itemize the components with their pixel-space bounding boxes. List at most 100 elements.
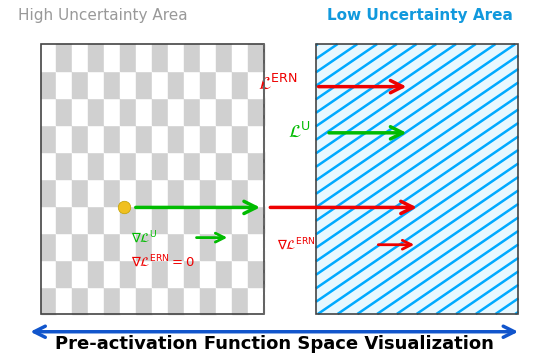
Bar [168,287,184,314]
Bar [184,179,200,206]
Bar [200,44,216,71]
Bar [232,206,248,233]
Bar [57,125,72,152]
Bar [88,233,104,260]
Bar [168,260,184,287]
Bar [104,98,120,125]
Bar [152,44,168,71]
Bar [40,125,57,152]
Bar [184,260,200,287]
Bar [152,125,168,152]
Bar [168,71,184,98]
Bar [200,179,216,206]
Bar [216,71,232,98]
Bar [40,152,57,179]
Bar [152,179,168,206]
Bar [104,71,120,98]
Text: $\nabla\mathcal{L}^{\rm U}$: $\nabla\mathcal{L}^{\rm U}$ [132,229,158,246]
Bar [184,98,200,125]
Bar [232,233,248,260]
Bar [104,260,120,287]
Bar [40,71,57,98]
Bar [216,233,232,260]
Bar [57,206,72,233]
Bar [152,98,168,125]
Bar [40,179,57,206]
Bar [136,206,152,233]
Bar [248,233,264,260]
Bar [184,44,200,71]
Bar [120,260,136,287]
Bar [72,179,88,206]
Bar [184,287,200,314]
Bar [216,287,232,314]
Bar [40,98,57,125]
Bar [168,44,184,71]
Bar [120,152,136,179]
Text: Low Uncertainty Area: Low Uncertainty Area [327,8,512,23]
Bar [136,98,152,125]
Bar [40,44,264,314]
Bar [88,125,104,152]
Bar [200,71,216,98]
Bar [232,260,248,287]
Bar [120,179,136,206]
Bar [184,233,200,260]
Bar [184,125,200,152]
Bar [120,233,136,260]
Bar [216,152,232,179]
Bar [72,233,88,260]
Bar [200,206,216,233]
Bar [232,98,248,125]
Bar [104,44,120,71]
Bar [248,287,264,314]
Bar [120,71,136,98]
Bar [248,260,264,287]
Bar [120,44,136,71]
Bar [316,44,518,314]
Bar [200,287,216,314]
Bar [216,179,232,206]
Bar [88,71,104,98]
Bar [72,287,88,314]
Bar [316,44,518,314]
Bar [40,44,57,71]
Bar [200,152,216,179]
Bar [72,125,88,152]
Bar [136,125,152,152]
Bar [136,179,152,206]
Bar [40,206,57,233]
Bar [136,260,152,287]
Bar [57,71,72,98]
Bar [168,233,184,260]
Bar [232,152,248,179]
Bar [232,179,248,206]
Bar [57,260,72,287]
Bar [152,287,168,314]
Bar [120,98,136,125]
Bar [152,233,168,260]
Bar [168,152,184,179]
Bar [168,179,184,206]
Bar [72,152,88,179]
Bar [57,152,72,179]
Bar [88,152,104,179]
Bar [168,206,184,233]
Bar [104,179,120,206]
Bar [152,206,168,233]
Bar [120,287,136,314]
Bar [40,260,57,287]
Text: $\nabla\mathcal{L}^{\rm ERN}=0$: $\nabla\mathcal{L}^{\rm ERN}=0$ [132,255,195,271]
Text: High Uncertainty Area: High Uncertainty Area [18,8,188,23]
Bar [72,71,88,98]
Bar [168,98,184,125]
Bar [184,152,200,179]
Bar [136,71,152,98]
Bar [72,98,88,125]
Bar [72,206,88,233]
Bar [248,71,264,98]
Bar [136,44,152,71]
Bar [248,206,264,233]
Bar [40,233,57,260]
Bar [57,98,72,125]
